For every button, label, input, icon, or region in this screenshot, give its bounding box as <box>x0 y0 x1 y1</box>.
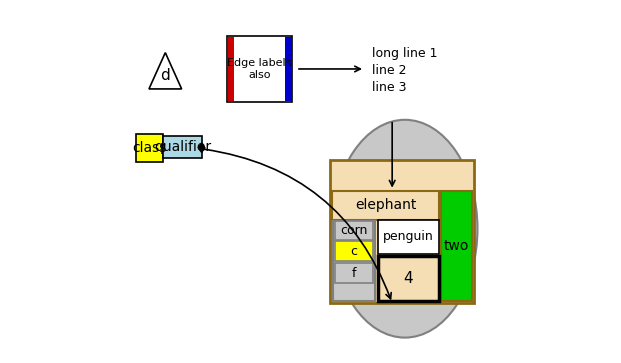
Text: corn: corn <box>340 224 368 237</box>
Text: f: f <box>352 267 356 280</box>
Bar <box>136 134 163 162</box>
Text: Edge labels
also: Edge labels also <box>227 58 292 80</box>
Bar <box>335 241 373 261</box>
FancyBboxPatch shape <box>227 36 292 102</box>
Polygon shape <box>198 143 205 152</box>
Bar <box>333 221 375 301</box>
Text: qualifier: qualifier <box>154 140 211 154</box>
Bar <box>228 37 234 101</box>
Bar <box>441 191 472 301</box>
Bar <box>378 220 440 254</box>
Text: penguin: penguin <box>383 231 434 243</box>
Text: two: two <box>444 239 469 253</box>
Text: c: c <box>351 245 358 258</box>
Text: class: class <box>133 141 167 155</box>
Bar <box>163 136 202 158</box>
Text: long line 1
line 2
line 3: long line 1 line 2 line 3 <box>372 47 438 94</box>
Bar <box>335 221 373 240</box>
Text: d: d <box>160 68 170 83</box>
Ellipse shape <box>332 120 478 338</box>
Text: elephant: elephant <box>355 198 417 212</box>
Text: 4: 4 <box>404 271 414 286</box>
Bar <box>335 263 373 283</box>
Bar <box>378 256 440 301</box>
Bar <box>285 37 292 101</box>
Bar <box>332 191 440 220</box>
Bar <box>330 160 474 303</box>
